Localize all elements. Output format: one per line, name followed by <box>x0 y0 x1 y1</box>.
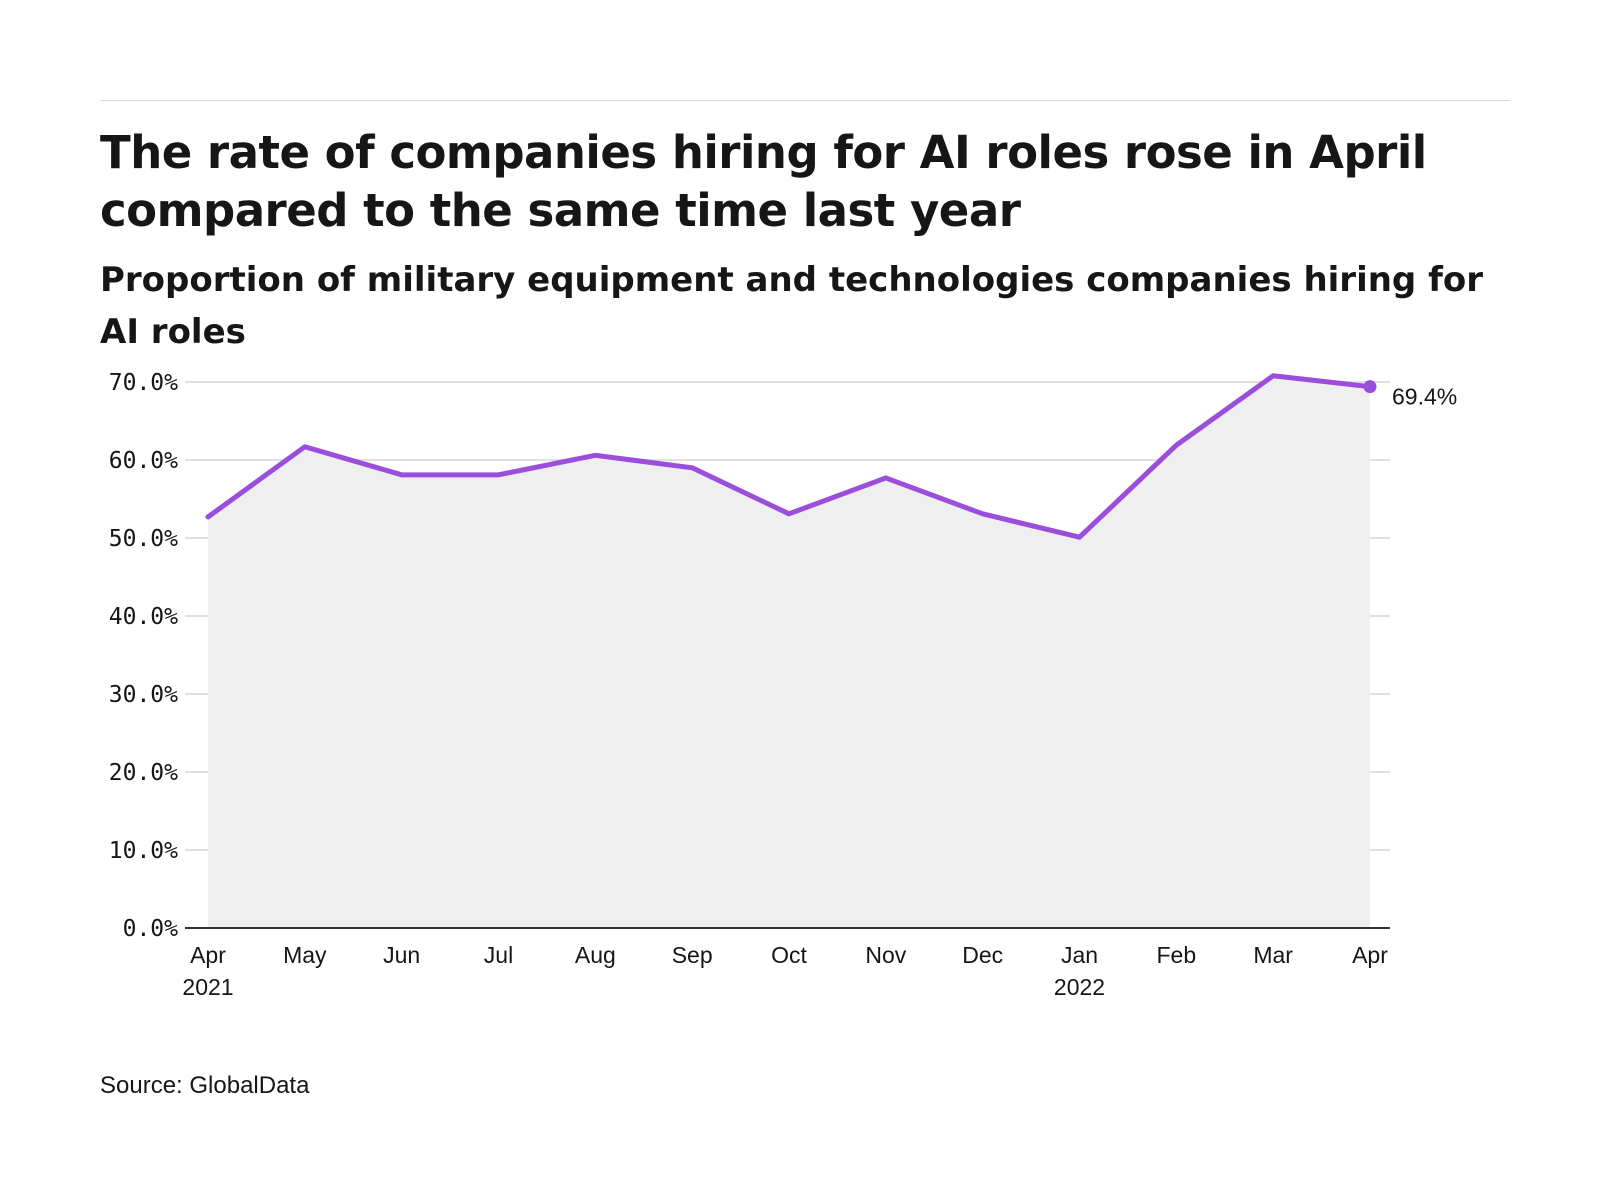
chart-title: The rate of companies hiring for AI role… <box>100 126 1427 237</box>
x-tick-label: Apr <box>190 942 226 968</box>
x-tick-label: Oct <box>771 942 807 968</box>
x-axis: Apr 2021 May Jun Jul Aug Sep Oct Nov Dec Jan 2022 Fe… <box>182 942 1388 1000</box>
x-tick-label: Jan <box>1061 942 1098 968</box>
x-tick-label: Jun <box>383 942 420 968</box>
x-tick-label: Sep <box>672 942 713 968</box>
y-tick-label: 0.0% <box>123 916 179 942</box>
y-tick-label: 40.0% <box>109 604 178 630</box>
x-tick-label: Feb <box>1157 942 1197 968</box>
source-note: Source: GlobalData <box>100 1072 310 1099</box>
y-axis: 0.0% 10.0% 20.0% 30.0% 40.0% 50.0% 60.0% 70.0% <box>109 370 1390 942</box>
x-tick-label: 2022 <box>1054 974 1105 1000</box>
chart-subtitle: Proportion of military equipment and tec… <box>100 260 1484 352</box>
top-divider <box>100 100 1510 101</box>
x-tick-label: May <box>283 942 327 968</box>
x-tick-label: Aug <box>575 942 616 968</box>
area-shape <box>208 375 1370 928</box>
y-tick-label: 20.0% <box>109 760 178 786</box>
area-fill <box>208 375 1370 928</box>
x-tick-label: Mar <box>1253 942 1293 968</box>
y-tick-label: 10.0% <box>109 838 178 864</box>
series-line <box>205 373 1373 540</box>
x-tick-label: Dec <box>962 942 1003 968</box>
y-tick-label: 70.0% <box>109 370 178 396</box>
last-value-label: 69.4% <box>1392 384 1457 410</box>
y-tick-label: 60.0% <box>109 448 178 474</box>
y-tick-label: 30.0% <box>109 682 178 708</box>
data-series: 69.4% <box>205 373 1457 540</box>
x-tick-label: 2021 <box>182 974 233 1000</box>
x-tick-label: Apr <box>1352 942 1388 968</box>
x-tick-label: Nov <box>865 942 906 968</box>
x-tick-label: Jul <box>484 942 513 968</box>
data-point <box>1363 380 1377 394</box>
y-tick-label: 50.0% <box>109 526 178 552</box>
